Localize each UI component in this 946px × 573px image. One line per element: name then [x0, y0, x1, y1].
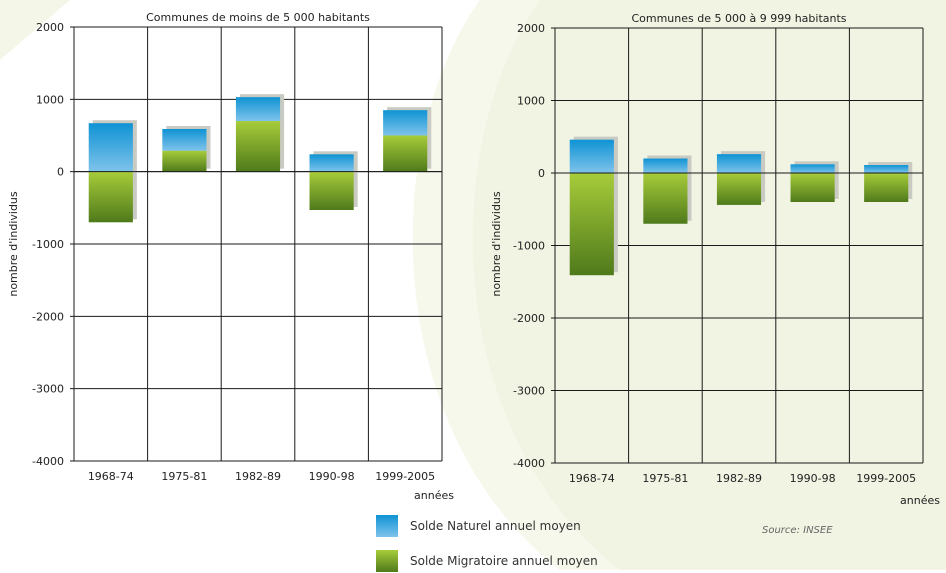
- y-tick-label: -2000: [513, 312, 545, 325]
- bar-naturel: [383, 110, 428, 136]
- bar-migratoire: [235, 121, 281, 172]
- y-tick-label: 2000: [36, 21, 64, 34]
- bar-naturel: [309, 154, 354, 172]
- bar-naturel: [716, 154, 762, 173]
- x-axis-label: années: [414, 489, 454, 502]
- x-tick-label: 1999-2005: [856, 472, 916, 485]
- y-tick-label: -3000: [513, 385, 545, 398]
- bar-migratoire: [790, 173, 835, 202]
- bar-migratoire: [569, 173, 614, 276]
- legend-swatch-migratoire: [376, 550, 398, 572]
- chart-2: 2000 1000 0 -1000 -2000 -3000 -4000 Communes de…: [490, 12, 940, 507]
- x-axis-label: années: [900, 494, 940, 507]
- y-tick-label: 0: [57, 166, 64, 179]
- bar-naturel: [643, 158, 688, 173]
- bar-naturel: [235, 97, 281, 122]
- bar-migratoire: [309, 171, 354, 211]
- y-tick-label: 2000: [517, 22, 545, 35]
- legend-label-naturel: Solde Naturel annuel moyen: [410, 519, 581, 533]
- x-tick-label: 1990-98: [790, 472, 836, 485]
- y-tick-label: -4000: [32, 455, 64, 468]
- bar-migratoire: [643, 173, 688, 224]
- x-tick-label: 1982-89: [716, 472, 762, 485]
- legend-swatch-naturel: [376, 515, 398, 537]
- bar-migratoire: [716, 173, 762, 205]
- chart-1: 2000 1000 0 -1000 -2000 -3000 -4000 Communes de…: [7, 11, 454, 502]
- source-note: Source: INSEE: [762, 525, 833, 536]
- chart-title: Communes de moins de 5 000 habitants: [146, 11, 370, 24]
- chart-title: Communes de 5 000 à 9 999 habitants: [631, 12, 846, 25]
- bar-migratoire: [88, 171, 133, 223]
- y-tick-label: -1000: [32, 238, 64, 251]
- y-axis-label: nombre d'individus: [490, 191, 503, 297]
- x-tick-label: 1975-81: [161, 470, 207, 483]
- bar-migratoire: [864, 173, 909, 202]
- y-tick-label: 0: [538, 167, 545, 180]
- bar-naturel: [790, 164, 835, 173]
- legend-item-migratoire: Solde Migratoire annuel moyen: [376, 549, 598, 573]
- y-tick-label: -4000: [513, 457, 545, 470]
- legend-item-naturel: Solde Naturel annuel moyen: [376, 514, 581, 538]
- bar-naturel: [88, 123, 133, 172]
- y-tick-label: 1000: [36, 93, 64, 106]
- bar-naturel: [569, 139, 614, 173]
- x-tick-label: 1999-2005: [375, 470, 435, 483]
- y-tick-label: -3000: [32, 383, 64, 396]
- bar-naturel: [864, 165, 909, 173]
- y-tick-label: -2000: [32, 310, 64, 323]
- x-tick-label: 1968-74: [88, 470, 134, 483]
- x-tick-label: 1968-74: [569, 472, 615, 485]
- y-axis-label: nombre d'individus: [7, 191, 20, 297]
- bar-migratoire: [383, 135, 428, 172]
- x-tick-label: 1975-81: [642, 472, 688, 485]
- y-tick-label: -1000: [513, 240, 545, 253]
- legend-label-migratoire: Solde Migratoire annuel moyen: [410, 554, 598, 568]
- x-tick-label: 1990-98: [309, 470, 355, 483]
- y-tick-label: 1000: [517, 95, 545, 108]
- bar-naturel: [162, 128, 207, 151]
- x-tick-label: 1982-89: [235, 470, 281, 483]
- bar-migratoire: [162, 150, 207, 172]
